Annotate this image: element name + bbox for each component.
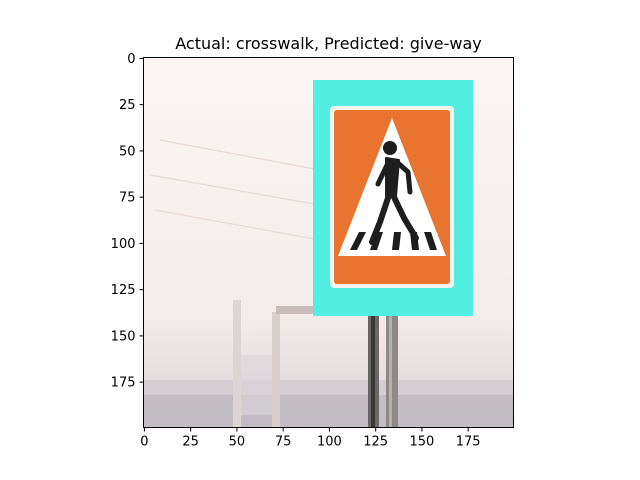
background-pole	[233, 300, 321, 428]
y-tick-label: 25	[119, 98, 136, 113]
x-tick-label: 125	[363, 435, 388, 450]
photo	[143, 57, 514, 428]
figure-title: Actual: crosswalk, Predicted: give-way	[175, 34, 482, 53]
x-tick-label: 150	[410, 435, 435, 450]
y-tick-label: 50	[119, 144, 136, 159]
x-tick-label: 175	[456, 435, 481, 450]
y-tick-label: 0	[127, 52, 135, 67]
axes-frame	[143, 57, 514, 428]
y-tick-label: 150	[111, 329, 136, 344]
background-wires	[149, 139, 321, 241]
background-ground	[143, 355, 514, 428]
x-tick-label: 75	[275, 435, 292, 450]
x-tick-label: 50	[229, 435, 246, 450]
pedestrian-icon	[369, 141, 419, 245]
x-tick-label: 25	[182, 435, 199, 450]
x-axis: 0 25 50 75 100 125 150 175	[140, 427, 481, 450]
y-axis: 0 25 50 75 100 125 150 175	[111, 52, 144, 391]
y-tick-label: 75	[119, 191, 136, 206]
x-tick-label: 0	[140, 435, 148, 450]
y-tick-label: 125	[111, 283, 136, 298]
sign-posts	[368, 310, 398, 428]
y-tick-label: 175	[111, 376, 136, 391]
x-tick-label: 100	[317, 435, 342, 450]
crosswalk-sign	[313, 80, 473, 316]
y-tick-label: 100	[111, 237, 136, 252]
